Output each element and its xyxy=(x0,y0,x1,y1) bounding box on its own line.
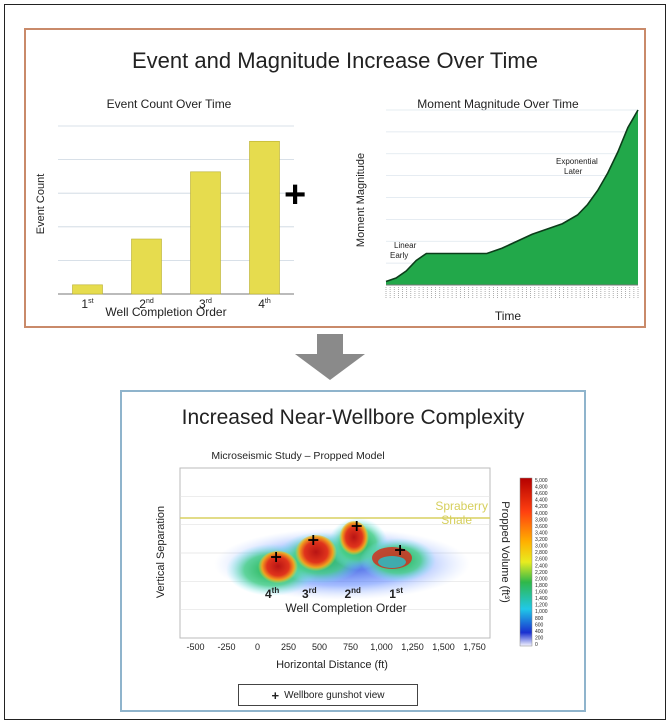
colorbar-tick-label: 3,200 xyxy=(535,537,548,543)
x-tick-label: 0 xyxy=(255,642,260,652)
colorbar-tick-label: 4,600 xyxy=(535,491,548,497)
well-label-3rd: 3rd xyxy=(302,586,317,601)
vertical-separation-label: Vertical Separation xyxy=(155,506,167,598)
shale-label-2: Shale xyxy=(441,513,472,527)
annotation-linear-1: Linear xyxy=(394,241,417,250)
colorbar-tick-label: 4,400 xyxy=(535,498,548,504)
bar-3rd xyxy=(190,171,221,295)
colorbar-tick-label: 5,000 xyxy=(535,478,548,484)
moment-magnitude-xlabel: Time xyxy=(495,309,522,323)
colorbar-tick-label: 1,800 xyxy=(535,583,548,589)
top-panel: Event and Magnitude Increase Over Time E… xyxy=(24,28,646,328)
magnitude-line xyxy=(385,109,639,283)
well-label-4th: 4th xyxy=(265,586,279,601)
x-tick-label: -500 xyxy=(186,642,204,652)
annotation-linear-2: Early xyxy=(390,251,408,260)
colorbar-tick-label: 2,600 xyxy=(535,557,548,563)
moment-magnitude-title: Moment Magnitude Over Time xyxy=(417,97,579,111)
top-panel-title: Event and Magnitude Increase Over Time xyxy=(132,48,538,73)
colorbar-tick-label: 2,200 xyxy=(535,570,548,576)
tick-label-2nd: 2nd xyxy=(139,297,154,311)
colorbar-tick-label: 3,800 xyxy=(535,517,548,523)
moment-magnitude-ylabel: Moment Magnitude xyxy=(355,153,367,247)
well-completion-order-label: Well Completion Order xyxy=(285,601,406,615)
colorbar-tick-label: 3,000 xyxy=(535,544,548,550)
bar-2nd xyxy=(131,238,162,295)
colorbar xyxy=(519,477,533,647)
microseismic-chart: Microseismic Study – Propped Model Sprab… xyxy=(155,450,548,671)
bar-4th xyxy=(249,140,280,295)
colorbar-tick-label: 1,000 xyxy=(535,609,548,615)
tick-label-3rd: 3rd xyxy=(199,297,212,311)
event-count-xlabel: Well Completion Order xyxy=(105,305,226,319)
colorbar-tick-label: 3,600 xyxy=(535,524,548,530)
down-arrow-icon xyxy=(295,334,365,380)
annotation-exponential: Exponential Later xyxy=(556,157,598,176)
x-tick-label: 1,500 xyxy=(432,642,455,652)
propped-volume-label: Propped Volume (ft³) xyxy=(499,501,511,603)
x-tick-label: 1,250 xyxy=(401,642,424,652)
x-tick-label: 1,000 xyxy=(370,642,393,652)
outer-frame xyxy=(4,4,666,720)
x-tick-label: 500 xyxy=(312,642,327,652)
microseismic-chart-title: Microseismic Study – Propped Model xyxy=(211,450,384,462)
moment-magnitude-chart: Moment Magnitude Over Time Moment Magnit… xyxy=(355,97,639,323)
tick-label-4th: 4th xyxy=(258,297,271,311)
bottom-panel-title: Increased Near-Wellbore Complexity xyxy=(181,406,525,429)
x-tick-label: -250 xyxy=(217,642,235,652)
well-label-1st: 1st xyxy=(389,586,403,601)
annotation-exponential-2: Later xyxy=(564,167,583,176)
shale-label: Spraberry Shale xyxy=(435,499,488,527)
colorbar-tick-label: 1,600 xyxy=(535,590,548,596)
colorbar-tick-label: 1,200 xyxy=(535,603,548,609)
legend-box: + Wellbore gunshot view xyxy=(238,684,418,706)
colorbar-tick-label: 4,000 xyxy=(535,511,548,517)
event-count-ylabel: Event Count xyxy=(35,174,47,235)
annotation-exponential-1: Exponential xyxy=(556,157,598,166)
colorbar-tick-label: 1,400 xyxy=(535,596,548,602)
horizontal-distance-label: Horizontal Distance (ft) xyxy=(276,659,388,671)
legend-text: Wellbore gunshot view xyxy=(284,689,385,701)
magnitude-area xyxy=(386,110,638,285)
colorbar-tick-label: 400 xyxy=(535,629,544,635)
colorbar-tick-label: 4,800 xyxy=(535,485,548,491)
microseismic-cloud xyxy=(214,518,470,600)
colorbar-tick-label: 600 xyxy=(535,622,544,628)
colorbar-tick-label: 4,200 xyxy=(535,504,548,510)
colorbar-tick-label: 800 xyxy=(535,616,544,622)
colorbar-tick-label: 0 xyxy=(535,642,538,648)
colorbar-tick-label: 2,800 xyxy=(535,550,548,556)
colorbar-tick-label: 3,400 xyxy=(535,530,548,536)
annotation-linear: Linear Early xyxy=(390,241,417,260)
plus-icon: + xyxy=(284,174,307,216)
x-tick-label: 250 xyxy=(281,642,296,652)
bottom-panel: Increased Near-Wellbore Complexity xyxy=(120,390,586,712)
bar-1st xyxy=(72,284,103,295)
plus-marker-icon: + xyxy=(271,687,280,703)
tick-label-1st: 1st xyxy=(81,297,93,311)
x-tick-label: 1,750 xyxy=(463,642,486,652)
shale-label-1: Spraberry xyxy=(435,499,488,513)
colorbar-tick-label: 200 xyxy=(535,635,544,641)
event-count-title: Event Count Over Time xyxy=(107,97,232,111)
event-count-chart: Event Count Over Time Event Count 1st 2nd… xyxy=(35,97,294,319)
well-label-2nd: 2nd xyxy=(344,586,361,601)
x-tick-label: 750 xyxy=(343,642,358,652)
colorbar-tick-label: 2,000 xyxy=(535,576,548,582)
colorbar-tick-label: 2,400 xyxy=(535,563,548,569)
